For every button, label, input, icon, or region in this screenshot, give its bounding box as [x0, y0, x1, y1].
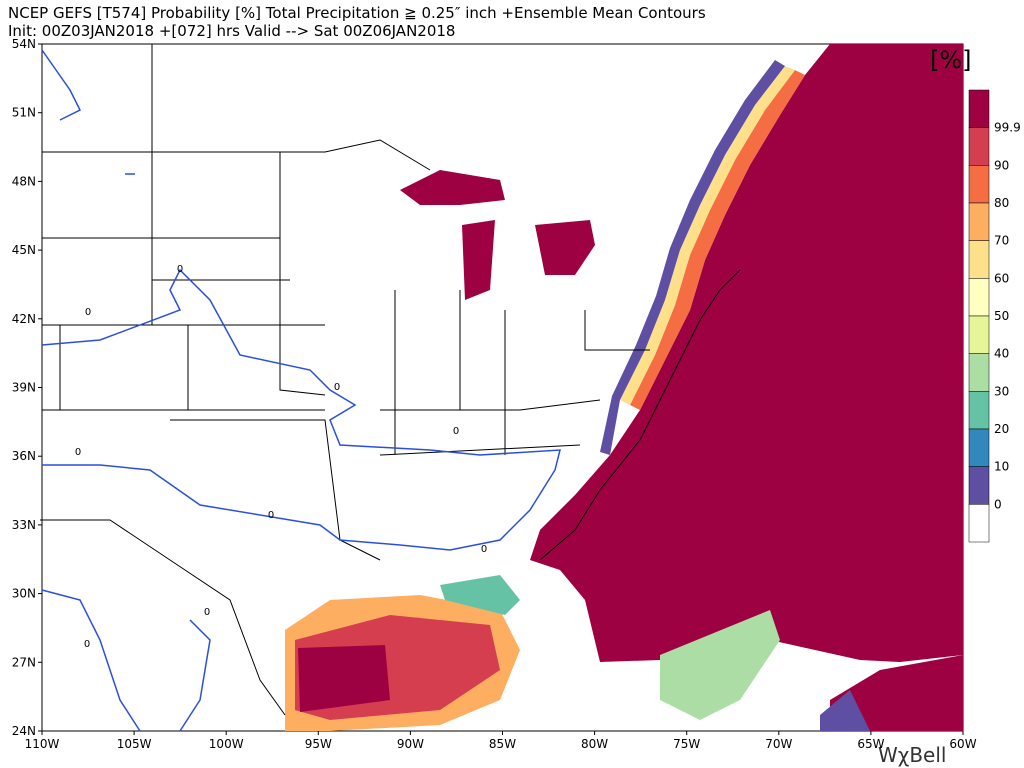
colorbar-label: 60 [994, 271, 1009, 285]
lon-label: 90W [397, 737, 424, 751]
boundaries [40, 44, 741, 716]
contour-label: 0 [334, 382, 340, 393]
colorbar-segment [968, 315, 990, 354]
lat-label: 48N [12, 174, 36, 188]
precip-field [530, 44, 963, 662]
colorbar-label: 99.9 [994, 121, 1021, 135]
lat-label: 36N [12, 449, 36, 463]
lat-label: 27N [12, 655, 36, 669]
precip-field [298, 645, 390, 712]
colorbar-label: 90 [994, 158, 1009, 172]
colorbar-segment [968, 353, 990, 392]
map [40, 43, 964, 732]
colorbar-segment [968, 428, 990, 467]
contour-label: 0 [268, 510, 274, 521]
contour-label: 0 [75, 447, 81, 458]
title: NCEP GEFS [T574] Probability [%] Total P… [8, 4, 706, 22]
colorbar-segment [968, 466, 990, 505]
contour-label: 0 [85, 307, 91, 318]
contour-label: 0 [481, 544, 487, 555]
lat-label: 30N [12, 587, 36, 601]
lon-label: 100W [209, 737, 244, 751]
lon-label: 60W [949, 737, 976, 751]
colorbar-label: 80 [994, 196, 1009, 210]
colorbar-segment [968, 202, 990, 241]
colorbar-segment [968, 240, 990, 279]
colorbar-label: 50 [994, 309, 1009, 323]
lon-label: 105W [117, 737, 152, 751]
watermark: WχBell [878, 743, 946, 767]
colorbar-label: 0 [994, 497, 1002, 511]
contour-label: 0 [204, 607, 210, 618]
contour-label: 0 [177, 264, 183, 275]
lon-label: 70W [765, 737, 792, 751]
lat-label: 54N [12, 37, 36, 51]
colorbar-segment [968, 127, 990, 166]
colorbar-segment [968, 278, 990, 317]
colorbar-label: 70 [994, 234, 1009, 248]
precip-field [400, 170, 505, 205]
colorbar-segment [968, 89, 990, 128]
subtitle: Init: 00Z03JAN2018 +[072] hrs Valid --> … [8, 22, 455, 40]
lon-label: 110W [25, 737, 60, 751]
lon-label: 95W [305, 737, 332, 751]
lat-label: 33N [12, 518, 36, 532]
contours [41, 49, 561, 732]
colorbar-label: 30 [994, 384, 1009, 398]
lon-label: 85W [489, 737, 516, 751]
precip-edge [630, 70, 805, 410]
lon-label: 65W [857, 737, 884, 751]
precip-field [535, 220, 595, 275]
precip-field [462, 220, 495, 300]
lat-label: 39N [12, 381, 36, 395]
colorbar-label: 40 [994, 347, 1009, 361]
lat-label: 24N [12, 724, 36, 738]
colorbar-unit: [%] [930, 46, 972, 74]
precip-field [660, 610, 780, 720]
lon-label: 80W [581, 737, 608, 751]
contour-label: 0 [453, 426, 459, 437]
colorbar-label: 20 [994, 422, 1009, 436]
precip-edge [620, 66, 795, 405]
colorbar-segment [968, 504, 990, 543]
lat-label: 51N [12, 106, 36, 120]
colorbar: [%] [930, 46, 972, 74]
colorbar-segment [968, 165, 990, 204]
precip-field [440, 575, 520, 615]
lat-label: 42N [12, 312, 36, 326]
lat-label: 45N [12, 243, 36, 257]
colorbar-label: 10 [994, 460, 1009, 474]
contour-label: 0 [84, 639, 90, 650]
precip-field [830, 655, 963, 731]
colorbar-segment [968, 391, 990, 430]
precip-field [820, 690, 870, 731]
lon-label: 75W [673, 737, 700, 751]
